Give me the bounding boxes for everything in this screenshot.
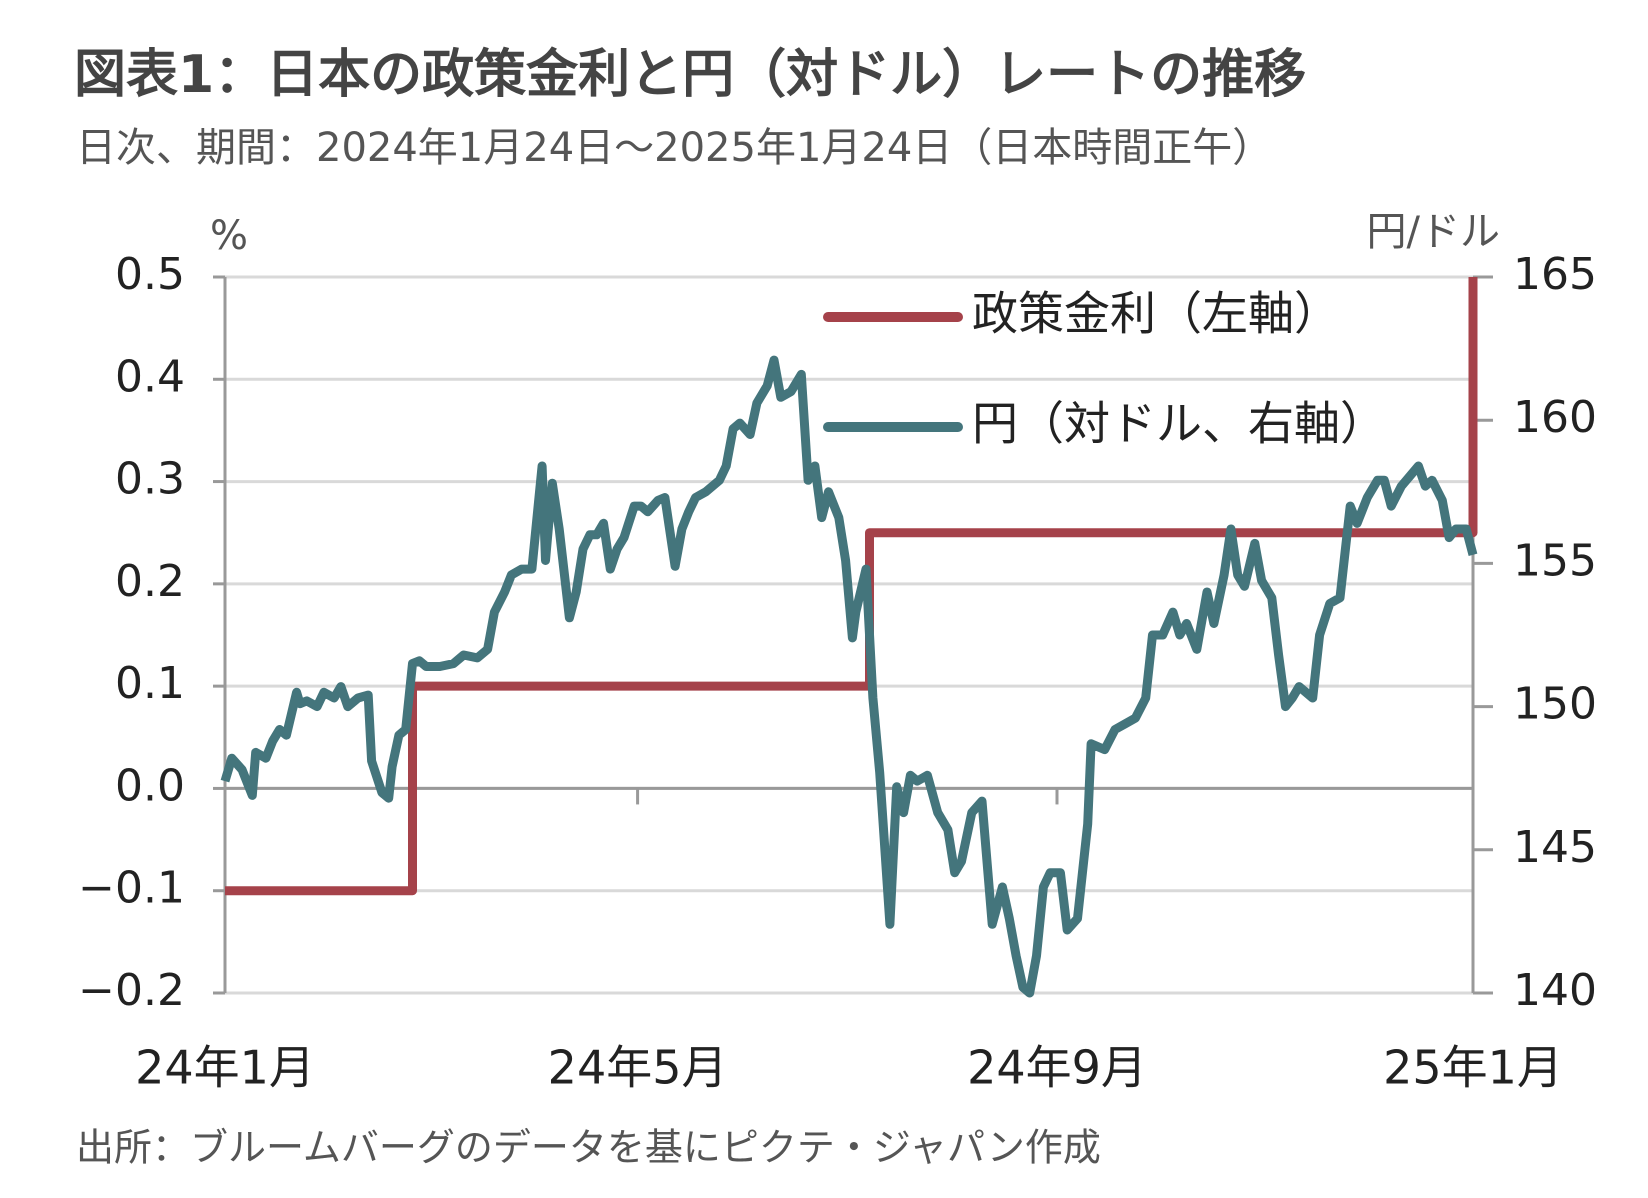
y2-tick-label: 160: [1513, 392, 1597, 443]
y-tick-label: 0.5: [115, 249, 185, 300]
y-tick-label: 0.2: [115, 556, 185, 607]
chart-title: 図表1：日本の政策金利と円（対ドル）レートの推移: [74, 45, 1306, 105]
y2-tick-label: 150: [1513, 679, 1597, 730]
y-tick-label: 0.0: [115, 760, 185, 811]
y2-tick-label: 165: [1513, 249, 1597, 300]
y2-tick-label: 140: [1513, 965, 1597, 1016]
chart-subtitle: 日次、期間：2024年1月24日～2025年1月24日（日本時間正午）: [76, 125, 1272, 171]
x-tick-label: 25年1月: [1383, 1041, 1563, 1095]
x-tick-label: 24年9月: [967, 1041, 1147, 1095]
legend-label: 政策金利（左軸）: [972, 287, 1340, 341]
y-tick-label: −0.1: [78, 863, 185, 914]
y2-axis-label: 円/ドル: [1367, 209, 1500, 255]
series-line: [220, 355, 1478, 998]
legend-label: 円（対ドル、右軸）: [972, 397, 1386, 451]
y-tick-label: 0.1: [115, 658, 185, 709]
y-tick-label: −0.2: [78, 965, 185, 1016]
y2-tick-label: 145: [1513, 822, 1597, 873]
source-note: 出所：ブルームバーグのデータを基にピクテ・ジャパン作成: [76, 1126, 1101, 1170]
x-tick-label: 24年1月: [135, 1041, 315, 1095]
y-tick-label: 0.4: [115, 351, 185, 402]
y-axis-label: %: [210, 213, 248, 259]
y2-tick-label: 155: [1513, 535, 1597, 586]
x-tick-label: 24年5月: [548, 1041, 728, 1095]
y-tick-label: 0.3: [115, 454, 185, 505]
